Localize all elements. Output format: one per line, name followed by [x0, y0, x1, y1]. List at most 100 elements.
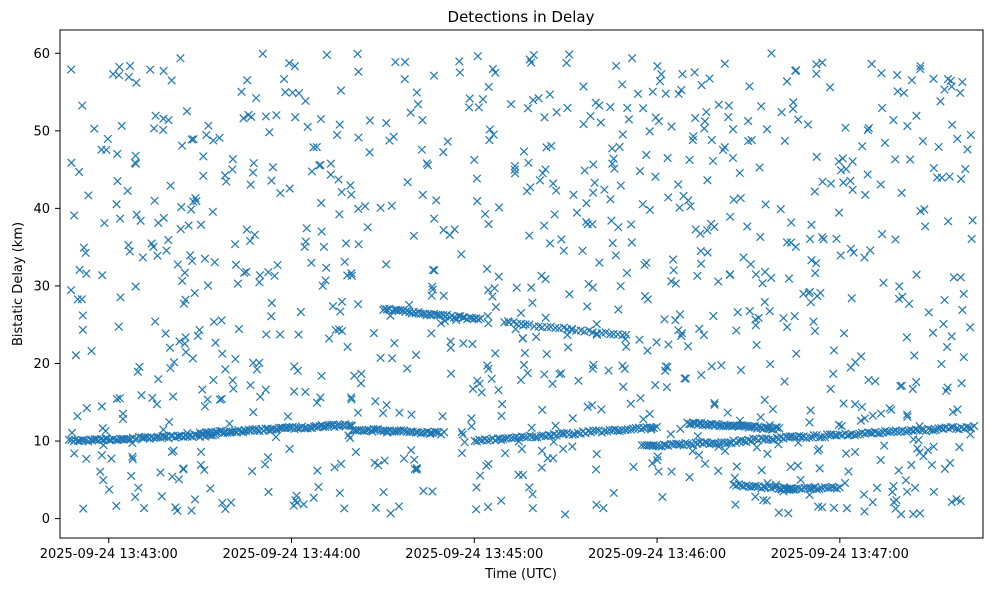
- data-point-marker: [826, 384, 835, 394]
- data-point-marker: [889, 115, 898, 125]
- data-point-marker: [472, 437, 482, 446]
- data-point-marker: [592, 500, 601, 510]
- data-point-marker: [901, 476, 911, 485]
- data-point-marker: [395, 408, 404, 417]
- data-point-marker: [276, 188, 285, 198]
- data-point-marker: [484, 319, 493, 328]
- data-point-marker: [168, 472, 177, 481]
- data-point-marker: [464, 103, 474, 112]
- data-point-marker: [428, 282, 437, 291]
- data-point-marker: [610, 425, 619, 434]
- data-point-marker: [114, 70, 124, 80]
- data-point-marker: [606, 194, 615, 204]
- data-point-marker: [839, 329, 849, 338]
- data-point-marker: [908, 509, 918, 519]
- data-point-marker: [616, 281, 625, 291]
- data-point-marker: [699, 124, 709, 133]
- data-point-marker: [751, 492, 760, 501]
- data-point-marker: [244, 110, 253, 120]
- data-point-marker: [117, 121, 126, 131]
- data-point-marker: [866, 246, 875, 255]
- data-point-marker: [829, 503, 839, 513]
- data-point-marker: [540, 370, 549, 379]
- data-point-marker: [168, 392, 178, 401]
- data-point-marker: [390, 305, 399, 315]
- data-point-marker: [934, 142, 943, 152]
- data-point-marker: [198, 385, 207, 394]
- data-point-marker: [677, 331, 686, 341]
- data-point-marker: [550, 210, 559, 219]
- data-point-marker: [828, 482, 837, 492]
- data-point-marker: [514, 437, 524, 446]
- data-point-marker: [251, 93, 261, 103]
- data-point-marker: [328, 301, 338, 311]
- data-point-marker: [510, 169, 520, 178]
- data-point-marker: [903, 121, 912, 131]
- data-point-marker: [673, 180, 683, 189]
- data-point-marker: [677, 329, 687, 338]
- data-point-marker: [839, 399, 848, 408]
- data-point-marker: [892, 70, 902, 80]
- data-point-marker: [177, 276, 187, 286]
- data-point-marker: [563, 103, 572, 113]
- data-point-marker: [944, 424, 953, 433]
- data-point-marker: [693, 431, 703, 441]
- data-point-marker: [645, 409, 654, 419]
- data-point-marker: [834, 420, 844, 430]
- data-point-marker: [790, 311, 799, 321]
- data-point-marker: [837, 421, 846, 431]
- data-point-marker: [537, 463, 547, 472]
- data-point-marker: [945, 458, 955, 468]
- data-point-marker: [777, 108, 786, 117]
- data-point-marker: [608, 144, 617, 153]
- data-point-marker: [916, 425, 926, 434]
- data-point-marker: [371, 503, 381, 512]
- data-point-marker: [116, 293, 125, 302]
- data-point-marker: [683, 342, 693, 351]
- data-point-marker: [474, 103, 484, 112]
- x-tick-label: 2025-09-24 13:44:00: [222, 547, 360, 562]
- data-point-marker: [417, 145, 427, 154]
- data-point-marker: [611, 61, 621, 71]
- data-point-marker: [124, 72, 134, 82]
- data-point-marker: [346, 181, 355, 190]
- data-point-marker: [579, 119, 588, 129]
- data-point-marker: [696, 259, 706, 268]
- data-point-marker: [725, 212, 735, 222]
- data-point-marker: [418, 190, 427, 199]
- data-point-marker: [850, 447, 860, 457]
- data-point-marker: [751, 481, 760, 491]
- data-point-marker: [373, 425, 383, 434]
- data-point-marker: [446, 369, 456, 378]
- data-point-marker: [200, 465, 209, 475]
- data-point-marker: [730, 473, 740, 483]
- data-point-marker: [149, 124, 159, 133]
- y-axis-label: Bistatic Delay (km): [11, 222, 26, 346]
- data-point-marker: [494, 203, 504, 212]
- data-point-marker: [215, 133, 224, 143]
- data-point-marker: [460, 437, 469, 447]
- data-point-marker: [525, 431, 535, 440]
- data-point-marker: [617, 80, 627, 89]
- data-point-marker: [818, 177, 827, 186]
- data-point-marker: [907, 460, 916, 470]
- data-point-marker: [319, 242, 329, 252]
- data-point-marker: [834, 208, 844, 217]
- data-point-marker: [660, 315, 669, 324]
- data-point-marker: [482, 264, 492, 274]
- data-point-marker: [812, 152, 821, 162]
- data-point-marker: [166, 431, 176, 440]
- data-point-marker: [650, 380, 660, 390]
- data-point-marker: [901, 427, 910, 436]
- data-point-marker: [382, 118, 391, 128]
- data-point-marker: [248, 407, 258, 417]
- data-point-marker: [477, 388, 486, 397]
- data-point-marker: [537, 446, 547, 455]
- data-point-marker: [402, 364, 412, 373]
- data-point-marker: [724, 101, 734, 110]
- data-point-marker: [691, 113, 700, 123]
- data-point-marker: [353, 49, 362, 59]
- data-point-marker: [150, 196, 159, 205]
- data-point-marker: [902, 333, 912, 342]
- data-point-marker: [101, 426, 110, 436]
